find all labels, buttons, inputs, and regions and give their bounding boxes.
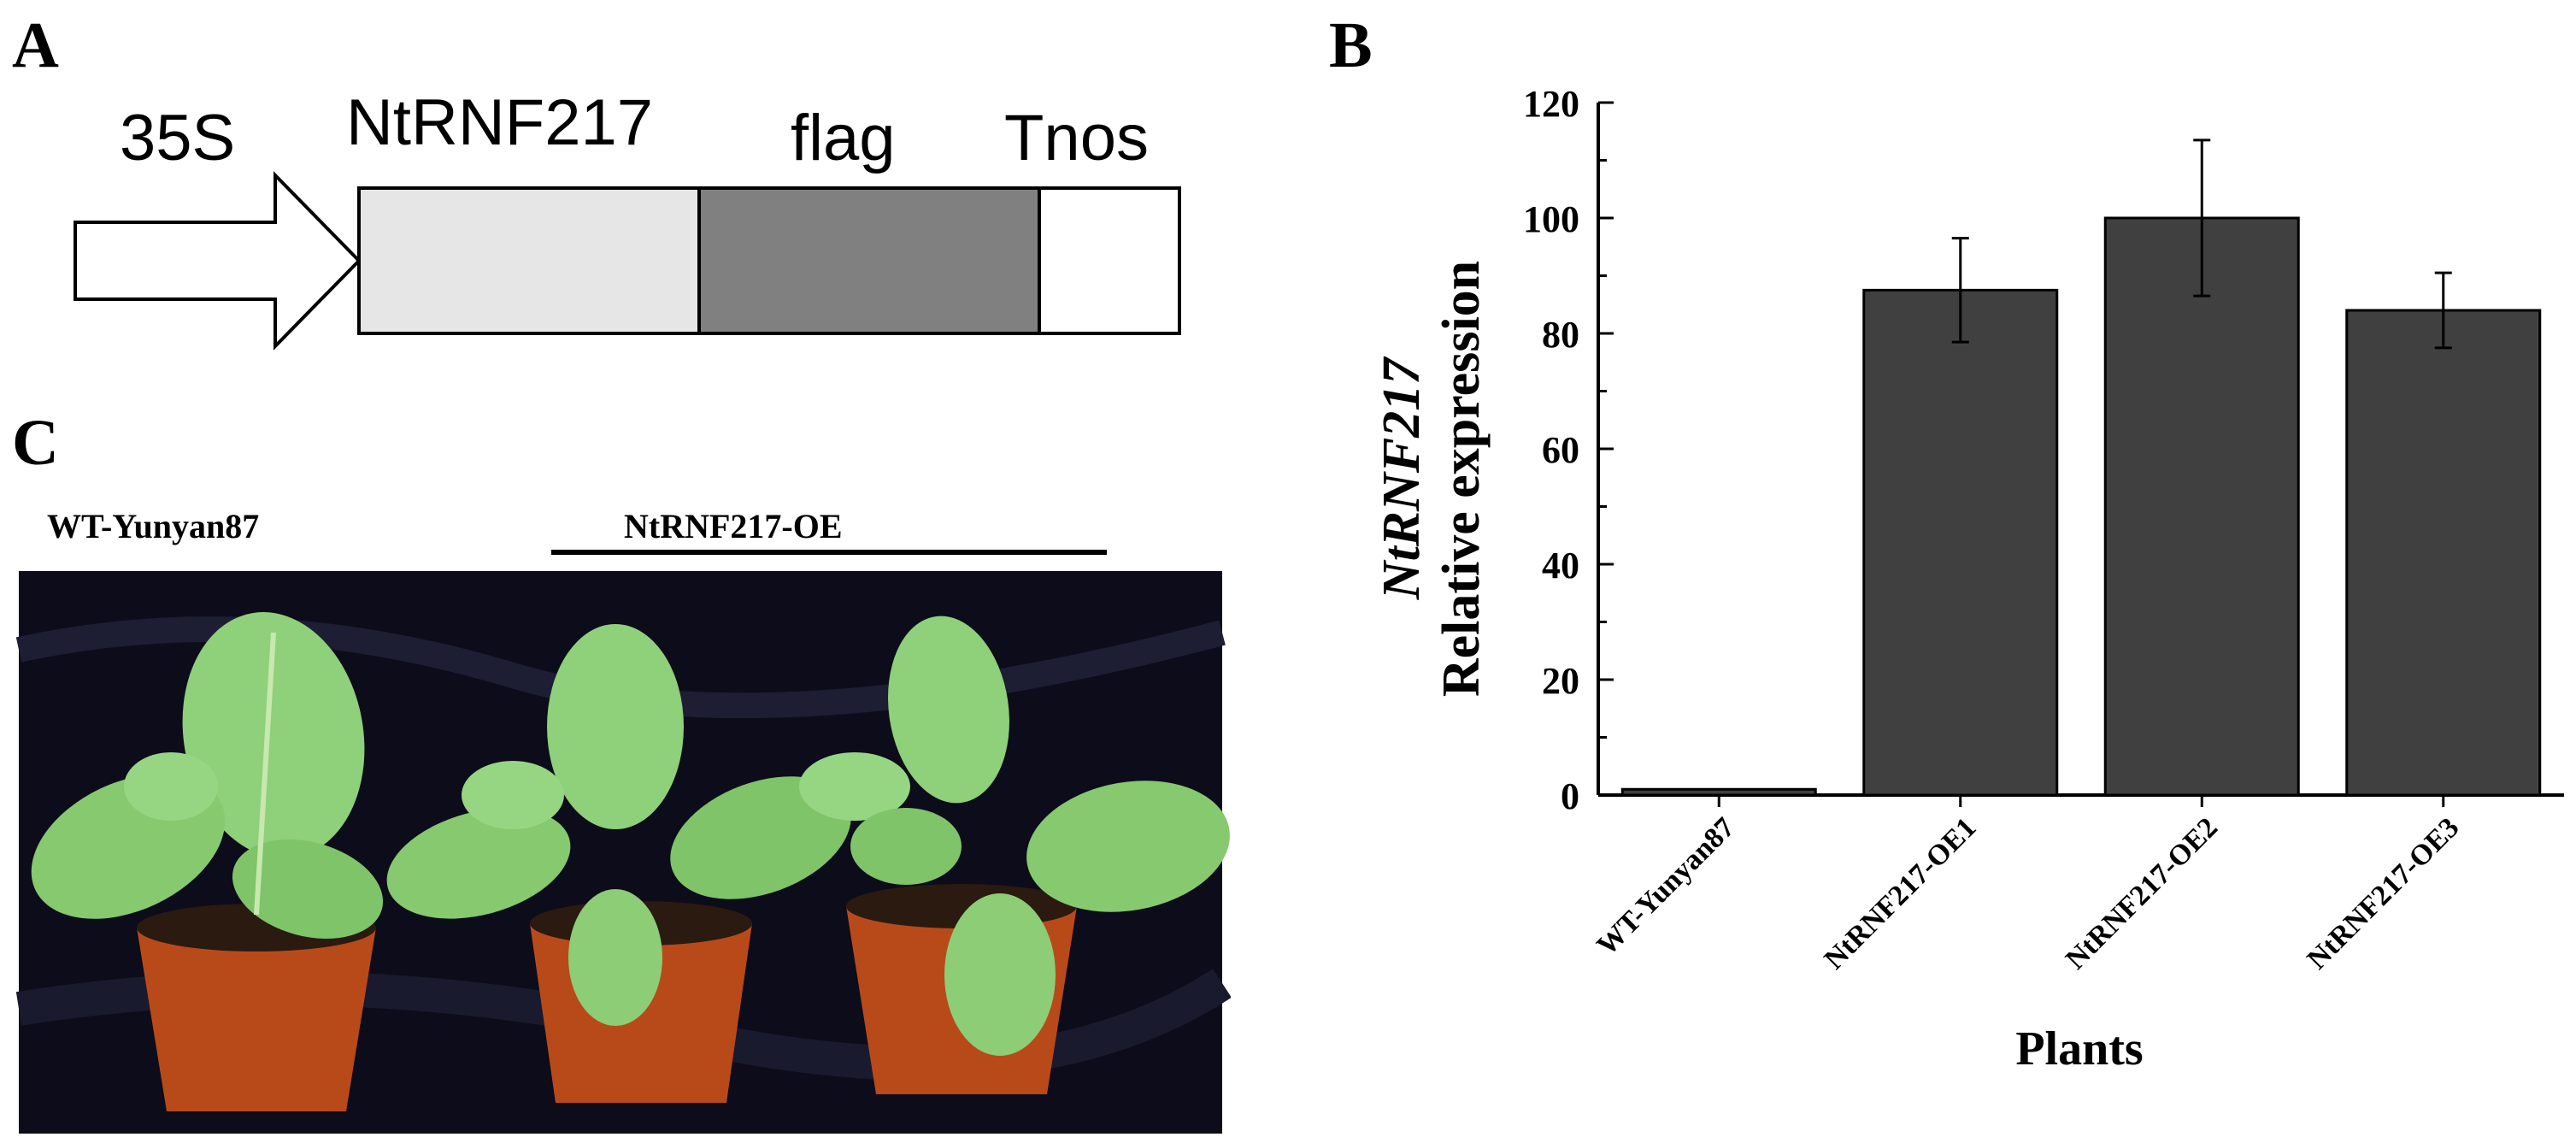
terminator-label: Tnos	[1004, 102, 1149, 174]
x-tick-label: NtRNF217-OE1	[1819, 811, 1983, 975]
bar	[2345, 309, 2542, 797]
x-tick-label: NtRNF217-OE2	[2060, 811, 2224, 975]
tag-box	[697, 186, 1041, 335]
tag-label: flag	[791, 102, 896, 174]
panel-label-c: C	[12, 407, 59, 479]
leaf	[182, 612, 365, 858]
y-tick-label: 20	[1542, 660, 1579, 702]
plant-wt	[31, 612, 384, 1111]
plant-photo	[15, 550, 1231, 1134]
photo-oe-label: NtRNF217-OE	[624, 507, 843, 545]
x-tick-label: WT-Yunyan87	[1591, 811, 1741, 961]
y-tick-label: 60	[1542, 429, 1579, 471]
y-tick-label: 0	[1561, 775, 1579, 817]
bar	[2103, 216, 2300, 797]
construct-diagram	[74, 171, 1181, 351]
y-axis-label: Relative expression	[1432, 261, 1491, 697]
leaf	[124, 752, 218, 821]
y-tick-label: 40	[1542, 545, 1579, 586]
x-tick-label: NtRNF217-OE3	[2302, 811, 2466, 975]
panel-label-b: B	[1329, 9, 1373, 81]
bar	[1862, 288, 2059, 797]
leaf	[462, 761, 564, 829]
leaf	[547, 624, 684, 829]
x-axis-label: Plants	[2015, 1022, 2143, 1075]
leaf	[888, 616, 1009, 804]
y-tick-label: 100	[1523, 198, 1579, 240]
y-tick-label: 120	[1523, 83, 1579, 125]
photo-wt-label: WT-Yunyan87	[47, 507, 260, 545]
leaf	[386, 808, 571, 919]
pot	[137, 928, 376, 1111]
plant-oe-2	[799, 616, 1230, 1094]
leaf	[944, 893, 1056, 1056]
plant-oe-1	[386, 624, 851, 1103]
panel-label-a: A	[12, 9, 59, 81]
leaf	[799, 752, 910, 821]
leaf	[670, 776, 851, 899]
leaf	[850, 808, 962, 885]
promoter-label: 35S	[120, 102, 236, 174]
y-tick-label: 80	[1542, 314, 1579, 356]
gene-box	[357, 186, 701, 335]
terminator-box	[1038, 186, 1181, 335]
promoter-arrow	[74, 171, 362, 351]
leaf	[568, 889, 662, 1026]
leaf	[1026, 781, 1230, 912]
leaf	[232, 839, 384, 940]
bar	[1620, 787, 1817, 797]
gene-label: NtRNF217	[346, 86, 653, 159]
y-axis-gene-label: NtRNF217	[1373, 356, 1431, 600]
chart-bars	[1620, 138, 2542, 797]
